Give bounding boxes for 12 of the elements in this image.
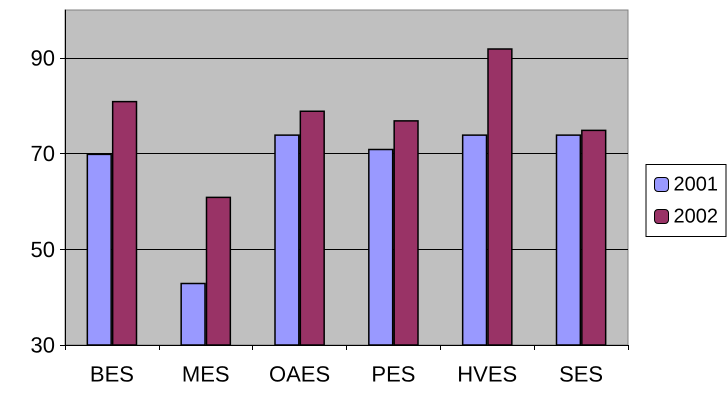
x-tick-label: OAES [269,362,330,386]
x-tick-label: SES [559,362,604,386]
y-tick-label: 70 [30,141,55,166]
x-tick-label: MES [182,362,230,386]
x-tick-label: BES [90,362,134,386]
x-tick-label: PES [371,362,416,386]
y-tick-label: 90 [30,45,55,70]
legend-label: 2001 [674,174,718,196]
y-tick-label: 50 [30,236,55,262]
y-tick-label: 30 [30,332,55,358]
x-tick-label: HVES [457,362,518,386]
legend-label: 2002 [674,206,718,228]
